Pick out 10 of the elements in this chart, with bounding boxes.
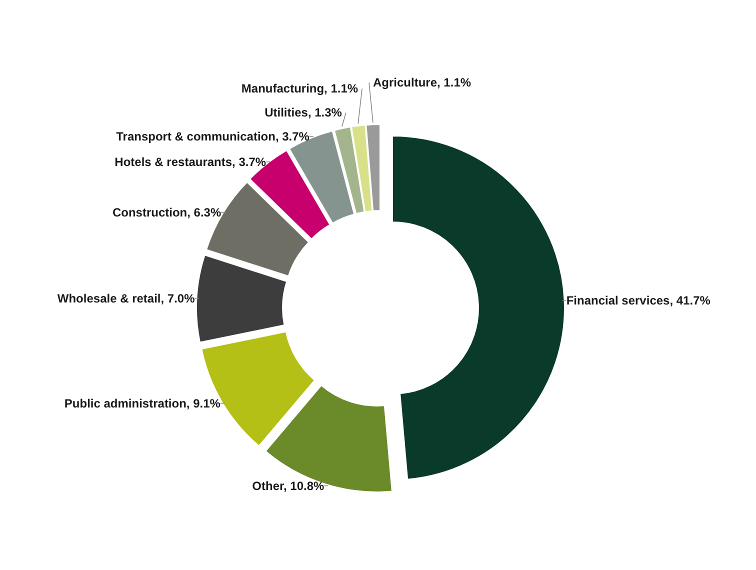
slice-label: Financial services, 41.7% — [566, 293, 711, 308]
slice-label: Agriculture, 1.1% — [373, 76, 472, 90]
slice-label: Wholesale & retail, 7.0% — [57, 291, 196, 306]
slice-label: Other, 10.8% — [252, 478, 325, 493]
slice-label: Construction, 6.3% — [112, 206, 222, 220]
slice-label: Transport & communication, 3.7% — [116, 130, 310, 144]
slice-label: Manufacturing, 1.1% — [241, 82, 358, 96]
slice-label: Public administration, 9.1% — [64, 396, 221, 410]
slice-label: Hotels & restaurants, 3.7% — [114, 154, 266, 169]
slice-label: Utilities, 1.3% — [264, 106, 342, 120]
